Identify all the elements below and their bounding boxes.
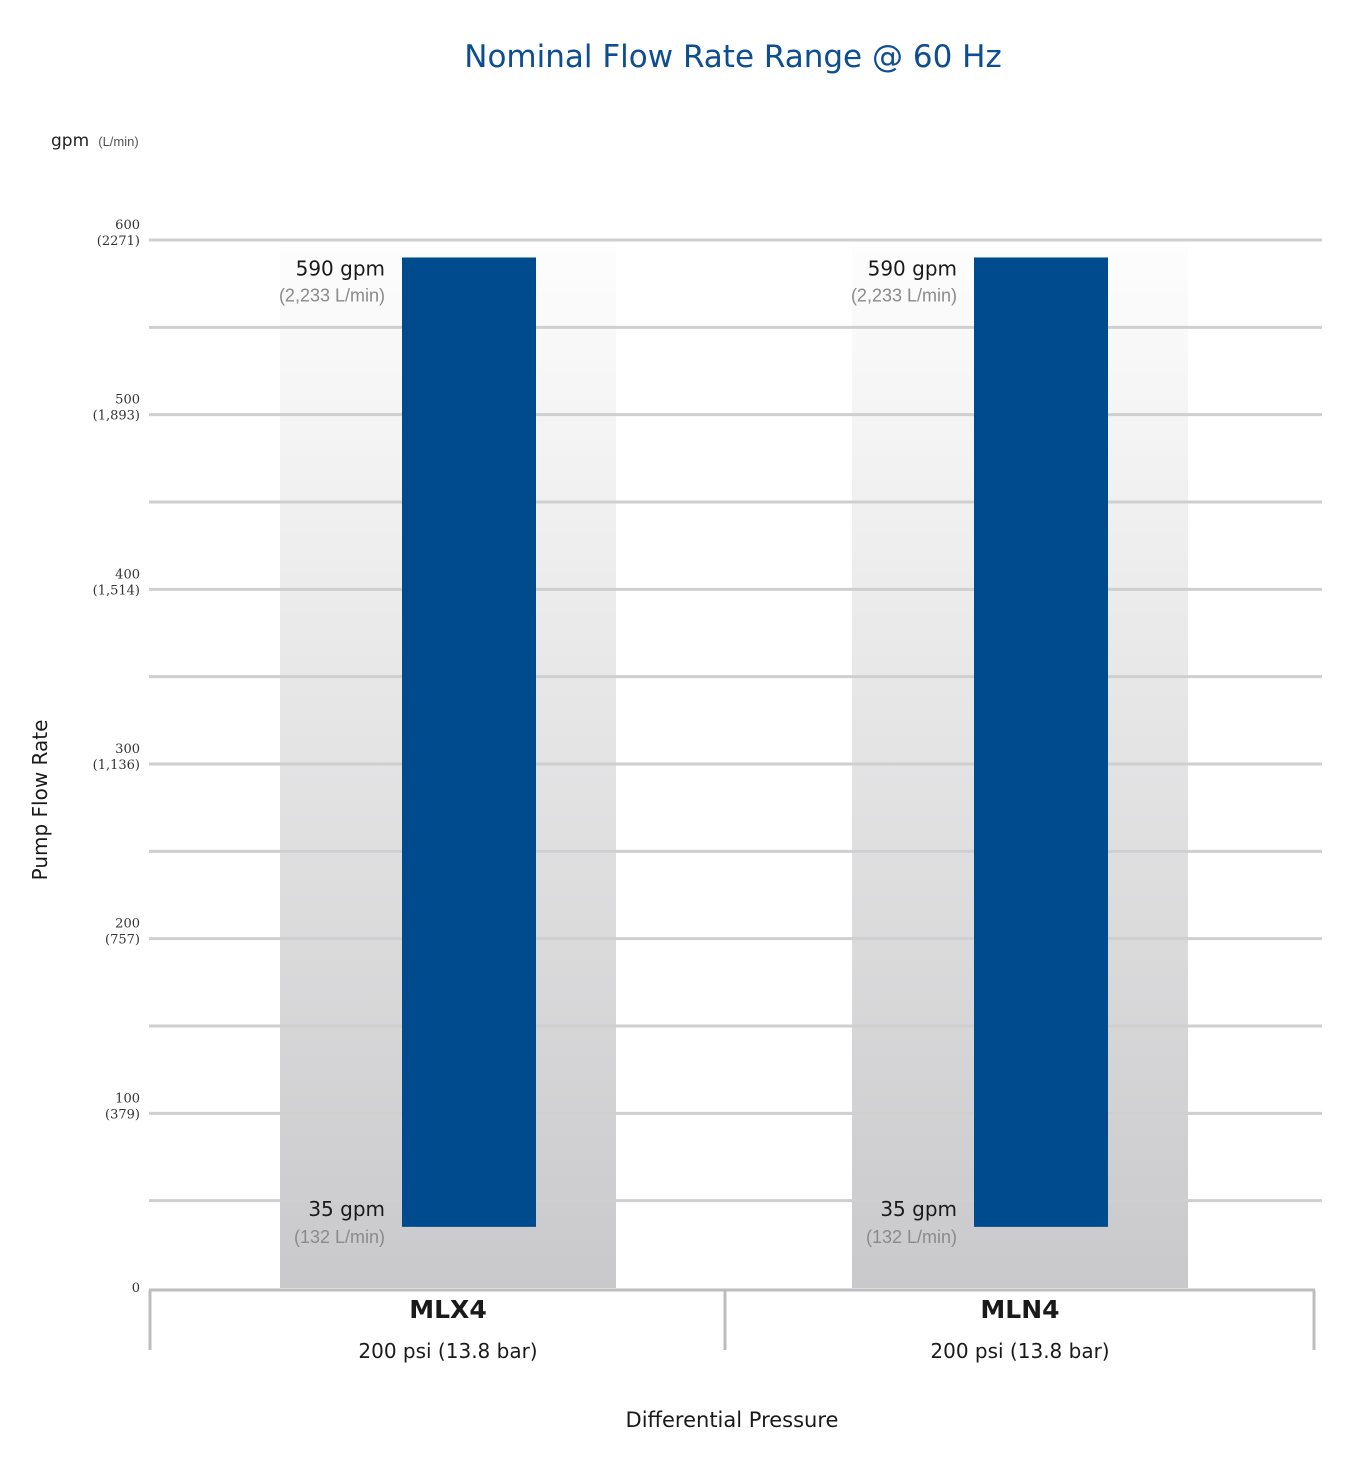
y-tick-label: 100 [115,1091,140,1106]
min-value-label: 35 gpm [308,1197,385,1221]
y-tick-label: 200 [115,917,140,932]
max-value-sublabel: (2,233 L/min) [279,285,385,305]
y-tick-sublabel: (1,514) [93,583,140,598]
y-tick-sublabel: (379) [105,1107,140,1122]
max-value-label: 590 gpm [868,256,957,280]
y-tick-label: 300 [115,742,140,757]
gridlines [149,238,1322,1203]
category-sublabel: 200 psi (13.8 bar) [358,1339,537,1363]
range-bar [974,257,1108,1227]
y-tick-label: 500 [115,393,140,408]
x-axis: MLX4 200 psi (13.8 bar) MLN4 200 psi (13.8 … [148,1288,1316,1363]
category-label: MLN4 [980,1295,1059,1324]
max-value-label: 590 gpm [296,256,385,280]
min-value-sublabel: (132 L/min) [294,1227,385,1247]
y-tick-sublabel: (1,893) [93,409,140,424]
max-value-sublabel: (2,233 L/min) [851,285,957,305]
bars: 590 gpm (2,233 L/min) 35 gpm (132 L/min) 590… [279,256,1108,1247]
y-tick-label: 600 [115,218,140,233]
unit-label-secondary: (L/min) [98,134,138,149]
y-tick-labels: 600(2271) 500(1,893) 400(1,514) 300(1,136) 2… [93,218,140,1296]
chart-title: Nominal Flow Rate Range @ 60 Hz [464,39,1001,75]
y-axis-label: Pump Flow Rate [28,720,52,881]
y-tick-label: 0 [132,1281,140,1296]
y-tick-sublabel: (1,136) [93,758,140,773]
x-axis-label: Differential Pressure [626,1408,839,1432]
min-value-sublabel: (132 L/min) [866,1227,957,1247]
y-tick-sublabel: (757) [105,933,140,948]
y-tick-sublabel: (2271) [97,234,140,249]
y-tick-label: 400 [115,567,140,582]
unit-label: gpm (L/min) [51,131,139,151]
unit-label-primary: gpm [51,131,89,151]
range-bar [402,257,536,1227]
category-label: MLX4 [409,1295,486,1324]
category-sublabel: 200 psi (13.8 bar) [930,1339,1109,1363]
min-value-label: 35 gpm [880,1197,957,1221]
